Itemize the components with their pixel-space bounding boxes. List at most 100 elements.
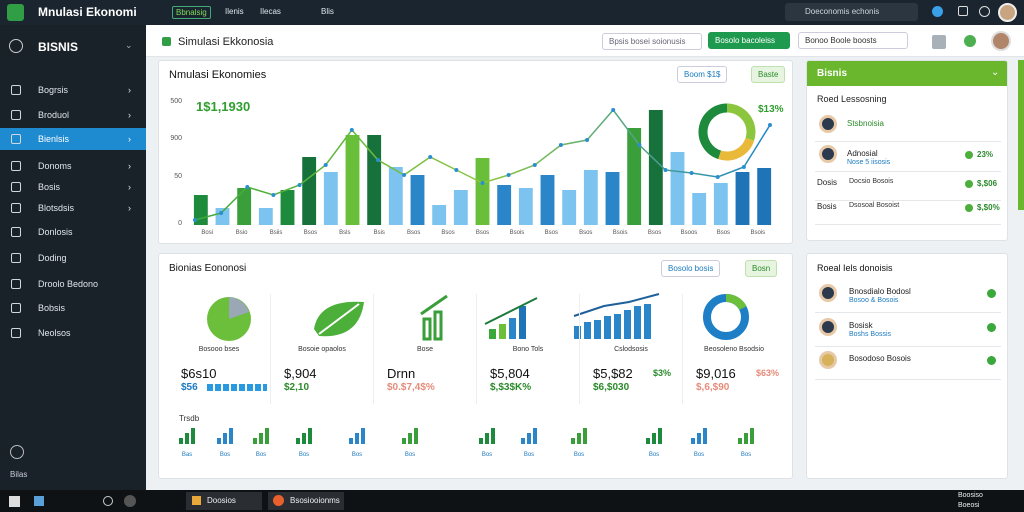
primary-button[interactable]: Bosolo bacoleiss bbox=[708, 32, 790, 49]
sidebar-item[interactable]: Neolsos bbox=[0, 322, 146, 344]
sidebar-item[interactable]: Broduol › bbox=[0, 104, 146, 126]
card-value: $,904 bbox=[284, 366, 317, 381]
brand-icon bbox=[9, 39, 23, 53]
card-divider bbox=[682, 294, 683, 404]
chevron: › bbox=[128, 110, 131, 120]
avatar bbox=[819, 284, 837, 302]
sidebar-item[interactable]: Doding bbox=[0, 247, 146, 269]
bar bbox=[757, 168, 772, 225]
sidebar-item[interactable]: Bosis › bbox=[0, 176, 146, 198]
task-app[interactable] bbox=[268, 492, 344, 510]
help-icon[interactable] bbox=[979, 6, 990, 17]
row-action[interactable] bbox=[987, 289, 996, 298]
sidebar-item[interactable]: Droolo Bedono bbox=[0, 273, 146, 295]
business-panel: Bisnis ⌄ Roed Lessosning Stsbnoisia Adnos… bbox=[806, 60, 1008, 241]
user-avatar[interactable] bbox=[998, 3, 1017, 22]
card-value: $9,016 bbox=[696, 366, 736, 381]
panel-toggle[interactable]: ⌄ bbox=[991, 67, 1000, 78]
bar bbox=[562, 190, 577, 225]
app-icon bbox=[192, 496, 201, 505]
divider bbox=[815, 312, 1001, 313]
sidebar-item[interactable]: Bobsis bbox=[0, 297, 146, 319]
trend-point bbox=[375, 158, 380, 162]
card-value: Drnn bbox=[387, 366, 416, 381]
bar bbox=[302, 157, 317, 225]
x-tick-label: Bsis bbox=[374, 230, 385, 236]
summary-button[interactable]: Bosn bbox=[745, 260, 778, 277]
summary-button[interactable]: Bosolo bosis bbox=[661, 260, 721, 277]
x-tick-label: Bsois bbox=[510, 230, 525, 236]
donut-segment bbox=[726, 103, 756, 141]
mini-icon bbox=[646, 428, 662, 444]
profile-avatar[interactable] bbox=[991, 31, 1011, 51]
menu-item[interactable]: Blis bbox=[321, 7, 334, 16]
row-action[interactable] bbox=[987, 323, 996, 332]
collapse-icon[interactable]: ⌄ bbox=[125, 40, 133, 50]
bar bbox=[583, 170, 598, 225]
trend-point bbox=[663, 168, 668, 172]
activity-title: Roeal Iels donoisis bbox=[817, 263, 893, 273]
card-subvalue: $0.$7,4$% bbox=[387, 382, 435, 393]
card-value: $6s10 bbox=[181, 366, 217, 381]
task-icon[interactable] bbox=[34, 496, 44, 506]
mini-icon bbox=[521, 428, 537, 444]
trend-point bbox=[532, 163, 537, 167]
y-axis-label: 500 bbox=[170, 98, 182, 105]
sidebar: BISNIS ⌄ Bogrsis › Broduol › Bienlsis › Donoms… bbox=[0, 25, 146, 490]
row-value: 23% bbox=[977, 150, 994, 159]
status-dot bbox=[965, 151, 973, 159]
trend-point bbox=[428, 155, 433, 159]
menu-item[interactable]: Ilecas bbox=[260, 7, 281, 16]
bar bbox=[475, 158, 490, 225]
sidebar-item[interactable]: Bogrsis › bbox=[0, 79, 146, 101]
bar bbox=[453, 190, 468, 225]
sidebar-icon bbox=[11, 328, 21, 338]
chart-button[interactable]: Boom $1$ bbox=[677, 66, 728, 83]
sidebar-icon bbox=[11, 279, 21, 289]
bar-arrow-icon bbox=[484, 297, 538, 339]
mini-label: Bos bbox=[405, 452, 415, 458]
avatar bbox=[819, 115, 837, 133]
bar bbox=[670, 152, 685, 225]
start-button[interactable] bbox=[9, 496, 20, 507]
search-field[interactable]: Bpsis bosei soionusis bbox=[602, 33, 702, 50]
share-icon[interactable] bbox=[964, 35, 976, 47]
sidebar-item[interactable]: Donlosis bbox=[0, 221, 146, 243]
card-value: $5,$82 bbox=[593, 366, 633, 381]
row-action[interactable] bbox=[987, 356, 996, 365]
search-box[interactable]: Doeconomis echonis bbox=[785, 3, 918, 21]
y-axis-label: 900 bbox=[170, 135, 182, 142]
export-icon[interactable] bbox=[932, 35, 946, 49]
card-subvalue: $,6,$90 bbox=[696, 382, 730, 393]
settings-icon[interactable] bbox=[10, 445, 24, 459]
sidebar-item[interactable]: Donoms › bbox=[0, 155, 146, 177]
headline-value: 1$1,1930 bbox=[196, 99, 250, 114]
task-app[interactable] bbox=[186, 492, 262, 510]
trend-point bbox=[454, 168, 459, 172]
mini-icon bbox=[179, 428, 195, 444]
task-icon[interactable] bbox=[124, 495, 136, 507]
summary-title: Bionias Eononosi bbox=[169, 263, 247, 274]
app-logo[interactable] bbox=[7, 4, 24, 21]
row-detail: Bosoo & Bosois bbox=[849, 297, 899, 304]
divider bbox=[815, 346, 1001, 347]
filter-dropdown[interactable]: Bonoo Boole boosts bbox=[798, 32, 908, 49]
bar bbox=[692, 193, 707, 225]
brand: BISNIS bbox=[38, 40, 79, 54]
mini-icon bbox=[691, 428, 707, 444]
x-tick-label: Bosi bbox=[201, 230, 213, 236]
bar bbox=[605, 172, 620, 225]
menu-item[interactable]: Bbnalsig bbox=[172, 6, 211, 19]
mail-icon[interactable] bbox=[958, 6, 968, 16]
card-subvalue: $2,10 bbox=[284, 382, 310, 393]
sidebar-item[interactable]: Blotsdsis › bbox=[0, 197, 146, 219]
sidebar-item[interactable]: Bienlsis › bbox=[0, 128, 146, 150]
menu-item[interactable]: Ilenis bbox=[225, 7, 244, 16]
panel-header bbox=[807, 61, 1007, 86]
bar bbox=[388, 167, 403, 225]
notification-icon[interactable] bbox=[932, 6, 943, 17]
search-icon[interactable] bbox=[103, 496, 113, 506]
row-name: Bnosdialo Bodosl bbox=[849, 287, 911, 296]
chart-button[interactable]: Baste bbox=[751, 66, 786, 83]
